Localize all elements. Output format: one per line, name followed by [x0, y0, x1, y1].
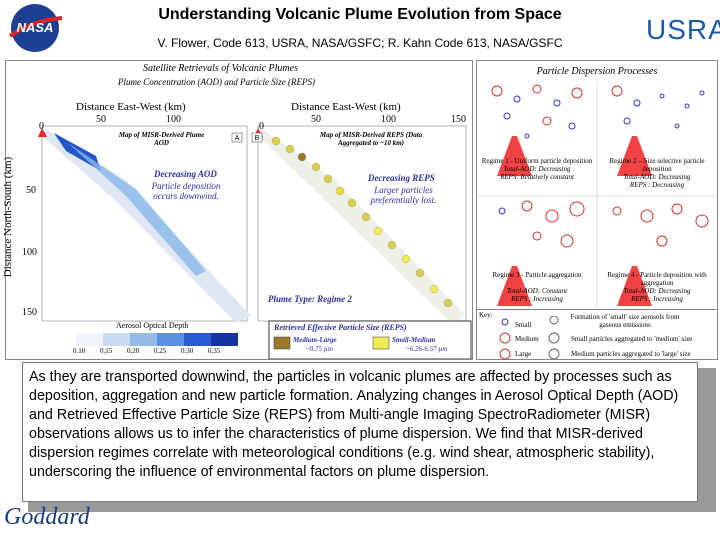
map-label: A	[235, 135, 240, 142]
x-tick-label: 50	[96, 114, 106, 125]
reps-legend-size: ~6.26-6.57 µm	[406, 345, 448, 353]
aod-colorbar	[76, 333, 238, 346]
key-title: Key:	[479, 311, 493, 319]
regime-reps: REPS : Increasing	[631, 295, 683, 303]
annotation-title: Decreasing REPS	[368, 173, 435, 183]
key-size: Large	[515, 350, 532, 358]
regime-title: Regime 4 - Particle deposition with aggr…	[607, 271, 707, 287]
aod-tick: 0.20	[127, 347, 140, 355]
left-panel: Satellite Retrievals of Volcanic Plumes …	[2, 60, 473, 360]
maps: A B	[38, 125, 472, 359]
right-title: Particle Dispersion Processes	[536, 66, 658, 77]
regime-aod: Total-AOD: Decreasing	[503, 165, 571, 173]
regime-title: Regime 3 - Particle aggregation	[492, 271, 582, 279]
x-tick-label: 50	[311, 114, 321, 125]
goddard-logo: Goddard	[4, 504, 90, 530]
nasa-text: NASA	[17, 20, 54, 35]
key-size: Medium	[515, 335, 539, 343]
annotation-title: Decreasing AOD	[154, 169, 217, 179]
left-title: Satellite Retrievals of Volcanic Plumes	[143, 63, 298, 74]
body-text: As they are transported downwind, the pa…	[22, 362, 698, 502]
map-caption: Map of MISR-Derived Plume AOD	[118, 131, 205, 147]
aod-legend-title: Aerosol Optical Depth	[116, 321, 189, 330]
aod-tick: 0.35	[208, 347, 221, 355]
annotation: Particle deposition occurs downwind.	[151, 181, 221, 201]
usra-logo: USRA	[646, 14, 720, 45]
aod-tick: 0.10	[73, 347, 86, 355]
reps-legend-size: ~0.75 µm	[306, 345, 333, 353]
aod-tick: 0.15	[100, 347, 113, 355]
aod-tick: 0.25	[154, 347, 167, 355]
map-caption: Map of MISR-Derived REPS (Data Aggregate…	[319, 131, 423, 147]
key-process: Small particles aggregated to 'medium' s…	[571, 335, 693, 343]
x-tick-label: 150	[451, 114, 466, 125]
key-size: Small	[515, 321, 532, 329]
regime: Regime 3 - Particle aggregation Total-AO…	[479, 271, 595, 303]
aod-tick: 0.30	[181, 347, 194, 355]
reps-legend-name: Small-Medium	[392, 336, 436, 344]
regime-aod: Total-AOD: Decreasing	[623, 173, 691, 181]
plume-type: Plume Type: Regime 2	[268, 294, 352, 304]
authors: V. Flower, Code 613, USRA, NASA/GSFC; R.…	[157, 36, 563, 50]
title: Understanding Volcanic Plume Evolution f…	[158, 6, 562, 23]
regime-reps: REPS : Decreasing	[629, 181, 685, 189]
reps-legend-title: Retrieved Effective Particle Size (REPS)	[274, 323, 407, 332]
y-tick-label: 50	[26, 185, 36, 196]
key-process: Medium particles aggregated to 'large' s…	[571, 350, 691, 358]
key-process: Formation of 'small' size aerosols from …	[570, 313, 680, 329]
x-tick-label: 100	[166, 114, 181, 125]
x-tick-label: 0	[39, 121, 44, 132]
key: Key: Small Medium Large Formation of 'sm…	[477, 309, 717, 360]
regime: Regime 1 - Uniform particle deposition T…	[479, 157, 595, 181]
regime-reps: REPS : Increasing	[511, 295, 563, 303]
x-axis-title: Distance East-West (km)	[76, 101, 186, 113]
key-circles	[499, 316, 560, 360]
x-axis-title: Distance East-West (km)	[291, 101, 401, 113]
regime: Regime 4 - Particle deposition with aggr…	[599, 271, 715, 303]
regime-title: Regime 2 – Size selective particle depos…	[609, 157, 705, 173]
x-tick-label: 0	[259, 121, 264, 132]
regime-aod: Total-AOD: Decreasing	[623, 287, 691, 295]
regime-title: Regime 1 - Uniform particle deposition	[481, 157, 593, 165]
nasa-logo: NASA	[8, 4, 63, 52]
regime-aod: Total-AOD: Constant	[506, 287, 568, 295]
reps-legend-name: Medium-Large	[293, 336, 337, 344]
map-label: B	[255, 135, 260, 142]
y-tick-label: 150	[22, 307, 37, 318]
left-subtitle: Plume Concentration (AOD) and Particle S…	[118, 77, 315, 87]
regime-reps: REPS: Relatively constant	[500, 173, 574, 181]
y-tick-label: 100	[22, 247, 37, 258]
right-panel: Particle Dispersion Processes Regime 1 -…	[476, 60, 718, 360]
regime-diagrams	[477, 81, 717, 311]
regime: Regime 2 – Size selective particle depos…	[599, 157, 715, 189]
annotation: Larger particles preferentially lost.	[370, 185, 437, 205]
x-tick-label: 100	[381, 114, 396, 125]
